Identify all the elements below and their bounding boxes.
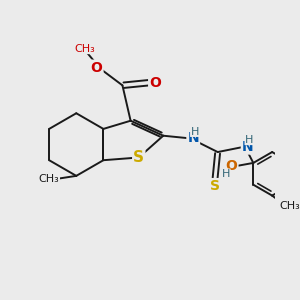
Text: O: O bbox=[149, 76, 161, 90]
Text: CH₃: CH₃ bbox=[280, 202, 300, 212]
Text: S: S bbox=[210, 179, 220, 193]
Text: H: H bbox=[190, 127, 199, 136]
Text: O: O bbox=[226, 159, 238, 173]
Text: N: N bbox=[188, 131, 199, 146]
Text: CH₃: CH₃ bbox=[39, 174, 59, 184]
Text: H: H bbox=[245, 135, 253, 145]
Text: CH₃: CH₃ bbox=[74, 44, 95, 54]
Text: S: S bbox=[133, 150, 144, 165]
Text: N: N bbox=[242, 140, 254, 154]
Text: O: O bbox=[91, 61, 103, 75]
Text: H: H bbox=[222, 169, 230, 179]
